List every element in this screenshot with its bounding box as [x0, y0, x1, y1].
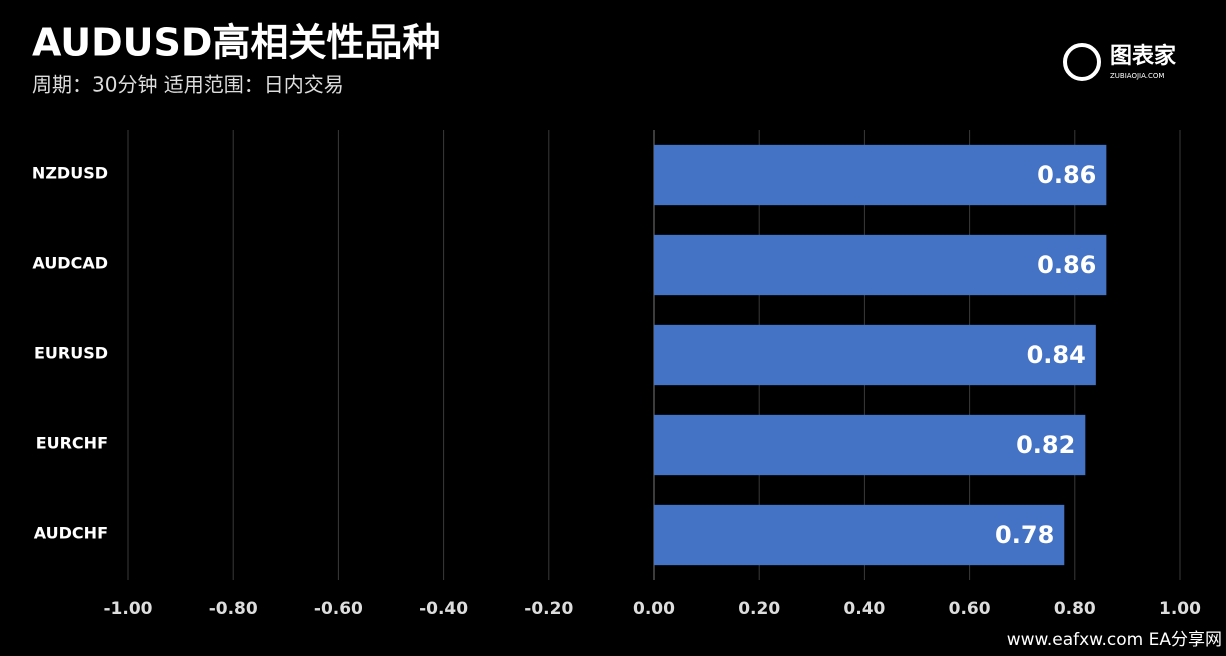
x-tick-label: 0.00 [633, 599, 675, 619]
data-label: 0.82 [1016, 431, 1075, 459]
logo-sub: ZUBIAOJIA.COM [1110, 72, 1164, 80]
data-label: 0.86 [1037, 251, 1096, 279]
x-tick-label: -0.80 [209, 599, 258, 619]
x-tick-label: 0.40 [843, 599, 885, 619]
x-tick-label: 0.60 [949, 599, 991, 619]
y-tick-label: EURUSD [34, 344, 108, 363]
data-label: 0.86 [1037, 161, 1096, 189]
logo: 图表家 [1110, 43, 1177, 69]
x-tick-label: 0.80 [1054, 599, 1096, 619]
y-tick-label: AUDCAD [32, 254, 108, 273]
y-tick-label: AUDCHF [34, 524, 108, 543]
x-tick-label: 1.00 [1159, 599, 1201, 619]
chart-subtitle: 周期：30分钟 适用范围：日内交易 [32, 73, 344, 97]
watermark: www.eafxw.com EA分享网 [1007, 630, 1222, 650]
bar [654, 504, 1065, 566]
chart-title: AUDUSD高相关性品种 [32, 21, 440, 65]
bar [654, 144, 1107, 206]
x-tick-label: -0.40 [419, 599, 468, 619]
x-tick-label: -1.00 [104, 599, 153, 619]
bar [654, 414, 1086, 476]
data-label: 0.84 [1027, 341, 1086, 369]
x-tick-label: -0.60 [314, 599, 363, 619]
bar [654, 234, 1107, 296]
data-label: 0.78 [995, 521, 1054, 549]
y-tick-label: EURCHF [36, 434, 108, 453]
y-tick-label: NZDUSD [32, 164, 108, 183]
logo-icon [1063, 43, 1101, 81]
bar [654, 324, 1096, 386]
x-tick-label: 0.20 [738, 599, 780, 619]
x-tick-label: -0.20 [524, 599, 573, 619]
